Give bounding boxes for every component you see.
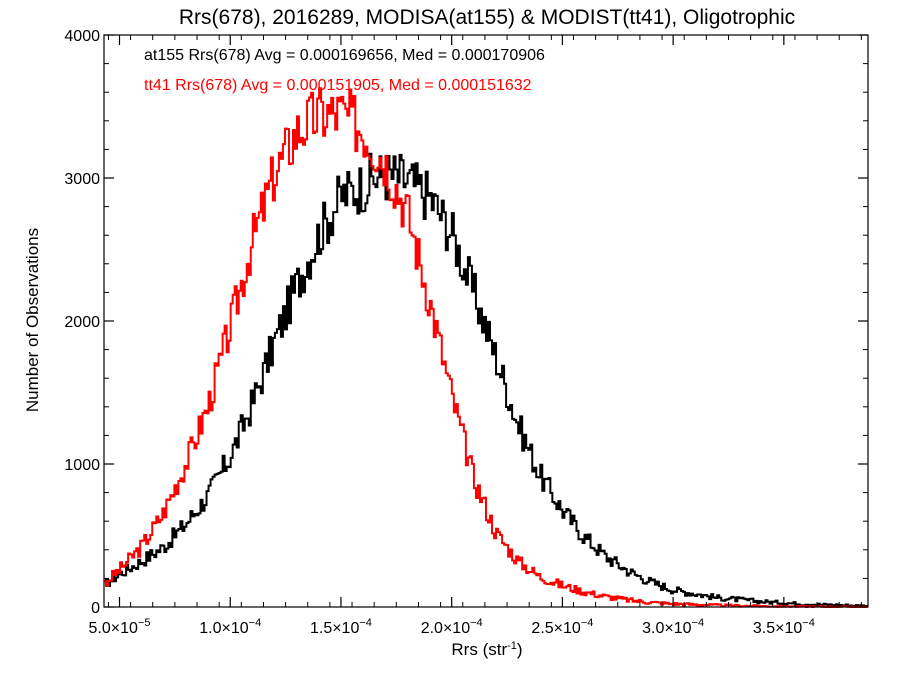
x-axis-label-superscript: -1	[507, 640, 517, 652]
y-tick-label: 1000	[64, 457, 100, 474]
y-axis-ticks: 0 1000 2000 3000 4000	[64, 28, 868, 617]
x-tick-mantissa: 2.0×10	[421, 620, 470, 637]
x-axis-label: Rrs (str-1)	[451, 640, 522, 659]
x-axis-ticks: 5.0×10−5 1.0×10−4 1.5×10−4 2.0×10−4 2.5×10−4…	[89, 35, 862, 637]
series-tt41-line	[104, 87, 868, 608]
x-tick-exponent: −4	[692, 617, 705, 629]
x-tick-label: 3.5×10−4	[753, 617, 815, 637]
x-tick-exponent: −4	[249, 617, 262, 629]
y-tick-label: 4000	[64, 28, 100, 45]
x-tick-exponent: −4	[359, 617, 372, 629]
x-tick-exponent: −4	[581, 617, 594, 629]
x-tick-mantissa: 1.5×10	[310, 620, 359, 637]
x-tick-mantissa: 5.0×10	[89, 620, 138, 637]
x-tick-label: 1.0×10−4	[199, 617, 261, 637]
chart-title: Rrs(678), 2016289, MODISA(at155) & MODIS…	[179, 6, 795, 29]
x-tick-exponent: −4	[470, 617, 483, 629]
x-axis-label-close: )	[517, 640, 523, 659]
legend-entry-tt41: tt41 Rrs(678) Avg = 0.000151905, Med = 0…	[144, 77, 532, 94]
y-tick-label: 2000	[64, 314, 100, 331]
legend-entry-at155: at155 Rrs(678) Avg = 0.000169656, Med = …	[144, 47, 545, 64]
y-tick-label: 3000	[64, 171, 100, 188]
x-tick-mantissa: 2.5×10	[531, 620, 580, 637]
y-axis-label: Number of Observations	[23, 228, 42, 412]
x-tick-exponent: −4	[802, 617, 815, 629]
series-layer	[104, 87, 868, 608]
x-tick-label: 3.0×10−4	[642, 617, 704, 637]
series-at155-line	[104, 152, 868, 608]
x-tick-label: 5.0×10−5	[89, 617, 151, 637]
x-tick-mantissa: 3.5×10	[753, 620, 802, 637]
y-tick-label: 0	[91, 600, 100, 617]
x-tick-label: 2.5×10−4	[531, 617, 593, 637]
x-tick-label: 2.0×10−4	[421, 617, 483, 637]
x-tick-mantissa: 1.0×10	[199, 620, 248, 637]
x-tick-label: 1.5×10−4	[310, 617, 372, 637]
x-axis-label-text: Rrs (str	[451, 640, 507, 659]
x-tick-mantissa: 3.0×10	[642, 620, 691, 637]
x-tick-exponent: −5	[138, 617, 151, 629]
